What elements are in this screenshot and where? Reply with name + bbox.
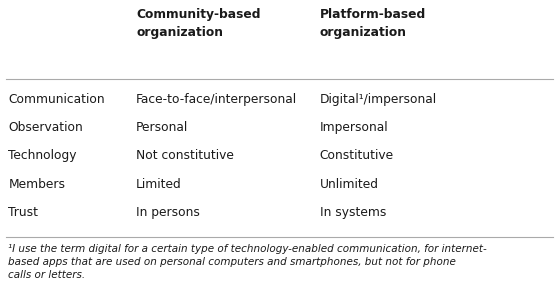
Text: Constitutive: Constitutive — [320, 149, 394, 162]
Text: Face-to-face/interpersonal: Face-to-face/interpersonal — [136, 93, 297, 106]
Text: Observation: Observation — [8, 121, 83, 134]
Text: Digital¹/impersonal: Digital¹/impersonal — [320, 93, 437, 106]
Text: Not constitutive: Not constitutive — [136, 149, 234, 162]
Text: Platform-based
organization: Platform-based organization — [320, 8, 426, 39]
Text: In persons: In persons — [136, 206, 200, 219]
Text: In systems: In systems — [320, 206, 386, 219]
Text: ¹I use the term digital for a certain type of technology-enabled communication, : ¹I use the term digital for a certain ty… — [8, 244, 487, 280]
Text: Communication: Communication — [8, 93, 105, 106]
Text: Members: Members — [8, 178, 66, 191]
Text: Trust: Trust — [8, 206, 38, 219]
Text: Impersonal: Impersonal — [320, 121, 388, 134]
Text: Personal: Personal — [136, 121, 188, 134]
Text: Technology: Technology — [8, 149, 77, 162]
Text: Community-based
organization: Community-based organization — [136, 8, 261, 39]
Text: Unlimited: Unlimited — [320, 178, 379, 191]
Text: Limited: Limited — [136, 178, 182, 191]
